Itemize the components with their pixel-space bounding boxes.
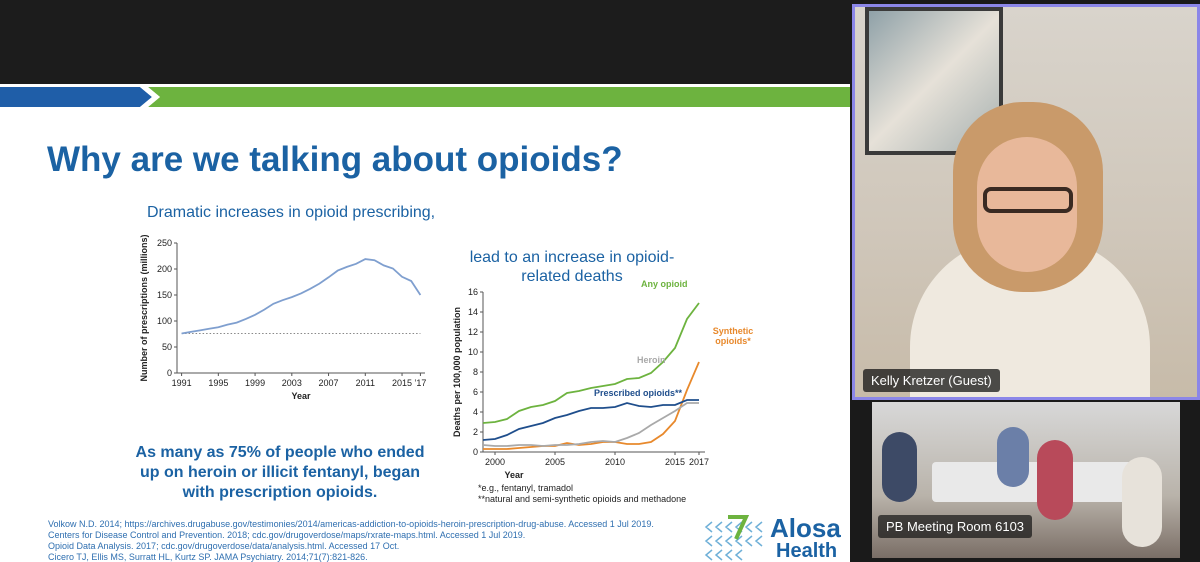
y-tick-label: 6	[473, 387, 478, 397]
person-face	[977, 137, 1077, 272]
data-line	[482, 302, 700, 424]
participant-name: Kelly Kretzer (Guest)	[863, 369, 1000, 392]
x-tick-label: 2007	[319, 378, 339, 388]
x-tick-label: ’17	[414, 378, 426, 388]
person	[882, 432, 917, 502]
reference: Centers for Disease Control and Preventi…	[48, 530, 526, 540]
stripe	[148, 87, 850, 107]
x-tick-label: 2005	[545, 457, 565, 467]
y-tick-label: 200	[157, 264, 172, 274]
reference: Cicero TJ, Ellis MS, Surratt HL, Kurtz S…	[48, 552, 368, 562]
top-bar	[0, 0, 850, 84]
y-tick-label: 8	[473, 367, 478, 377]
quote: As many as 75% of people who ended up on…	[135, 444, 425, 501]
footnote: **natural and semi-synthetic opioids and…	[478, 494, 687, 504]
x-tick-label: 2003	[282, 378, 302, 388]
stripe	[140, 87, 160, 107]
reference: Opioid Data Analysis. 2017; cdc.gov/drug…	[48, 541, 400, 551]
footnote: *e.g., fentanyl, tramadol	[478, 483, 574, 493]
glasses	[983, 187, 1073, 213]
data-line	[482, 402, 699, 447]
person	[1122, 457, 1162, 547]
x-tick-label: 2010	[605, 457, 625, 467]
x-axis-label: Year	[291, 391, 311, 401]
video-tile[interactable]: Kelly Kretzer (Guest)	[852, 4, 1200, 400]
slide	[0, 84, 850, 562]
y-tick-label: 12	[468, 327, 478, 337]
x-tick-label: 2011	[356, 378, 375, 388]
table	[932, 462, 1132, 502]
y-tick-label: 100	[157, 316, 172, 326]
data-line	[483, 361, 700, 450]
series-label: Heroin	[637, 355, 666, 365]
data-line	[181, 258, 422, 335]
y-tick-label: 0	[167, 368, 172, 378]
y-tick-label: 14	[468, 307, 478, 317]
series-label: Any opioid	[641, 279, 688, 289]
person	[997, 427, 1029, 487]
video-tile[interactable]: PB Meeting Room 6103	[872, 402, 1180, 558]
slide-title: Why are we talking about opioids?	[47, 140, 623, 179]
x-tick-label: 2015	[392, 378, 412, 388]
x-tick-label: 2017	[689, 457, 709, 467]
person	[1037, 440, 1073, 520]
logo-sub: Health	[776, 540, 838, 562]
chart-heading: lead to an increase in opioid-related de…	[469, 249, 675, 285]
subtitle: Dramatic increases in opioid prescribing…	[147, 204, 436, 221]
y-tick-label: 2	[473, 427, 478, 437]
reference: Volkow N.D. 2014; https://archives.druga…	[48, 519, 654, 529]
x-tick-label: 2015	[665, 457, 685, 467]
y-tick-label: 10	[468, 347, 478, 357]
footnotes: *e.g., fentanyl, tramadol **natural and …	[478, 483, 686, 505]
y-tick-label: 150	[157, 290, 172, 300]
y-tick-label: 0	[473, 447, 478, 457]
series-label: Prescribed opioids**	[594, 388, 683, 398]
participant-name: PB Meeting Room 6103	[878, 515, 1033, 538]
logo-mark	[704, 515, 763, 561]
y-axis-label: Deaths per 100,000 population	[452, 307, 462, 437]
series-label: Synthetic opioids*	[712, 326, 754, 346]
y-tick-label: 50	[162, 342, 172, 352]
y-axis-label: Number of prescriptions (millions)	[139, 234, 149, 381]
x-tick-label: 2000	[485, 457, 505, 467]
y-tick-label: 4	[473, 407, 478, 417]
x-axis-label: Year	[504, 470, 524, 480]
stripe	[0, 87, 152, 107]
y-tick-label: 16	[468, 287, 478, 297]
logo-name: Alosa	[770, 513, 841, 543]
x-tick-label: 1991	[172, 378, 192, 388]
references: Volkow N.D. 2014; https://archives.druga…	[48, 519, 654, 562]
x-tick-label: 1995	[208, 378, 228, 388]
x-tick-label: 1999	[245, 378, 265, 388]
data-line	[482, 399, 699, 441]
y-tick-label: 250	[157, 238, 172, 248]
